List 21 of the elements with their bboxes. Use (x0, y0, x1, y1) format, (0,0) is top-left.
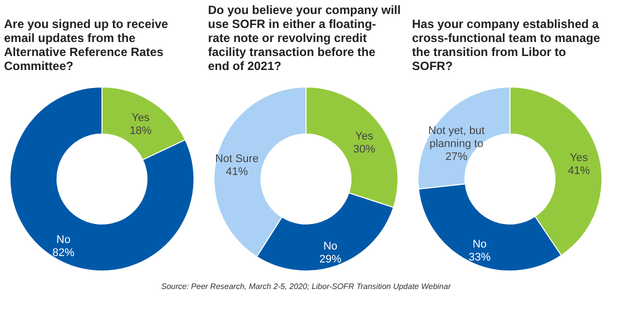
chart-title: Are you signed up to receive email updates from the Alternative Reference Rates Committee? (4, 17, 168, 73)
data-label: 27% (445, 150, 468, 163)
chart-title: Has your company established a cross-functional team to manage the transition from Libor to SOFR? (412, 17, 600, 73)
donut-slice (10, 86, 194, 272)
data-label: 41% (568, 165, 590, 178)
data-label: 30% (353, 144, 376, 156)
slice-label: Not yet, but planning to (428, 124, 485, 150)
slice-label: No (472, 238, 487, 250)
slice-label: Not Sure (215, 152, 259, 165)
data-label: 18% (130, 125, 152, 138)
chart-title: Do you believe your company will use SOFR in either a floating-rate note or revolving credit facility transaction before the end of 2021? (208, 3, 401, 73)
data-label: 41% (226, 166, 248, 178)
source-note: Source: Peer Research, March 2-5, 2020; Libor-SOFR Transition Update Webinar (161, 282, 452, 291)
slice-label: Yes (570, 152, 588, 164)
data-label: 82% (52, 246, 75, 259)
slice-label: Yes (132, 112, 150, 124)
data-label: 29% (319, 254, 342, 266)
slice-label: No (323, 240, 338, 253)
data-label: 33% (468, 251, 491, 264)
slice-label: No (56, 234, 70, 246)
slice-label: Yes (355, 130, 374, 143)
